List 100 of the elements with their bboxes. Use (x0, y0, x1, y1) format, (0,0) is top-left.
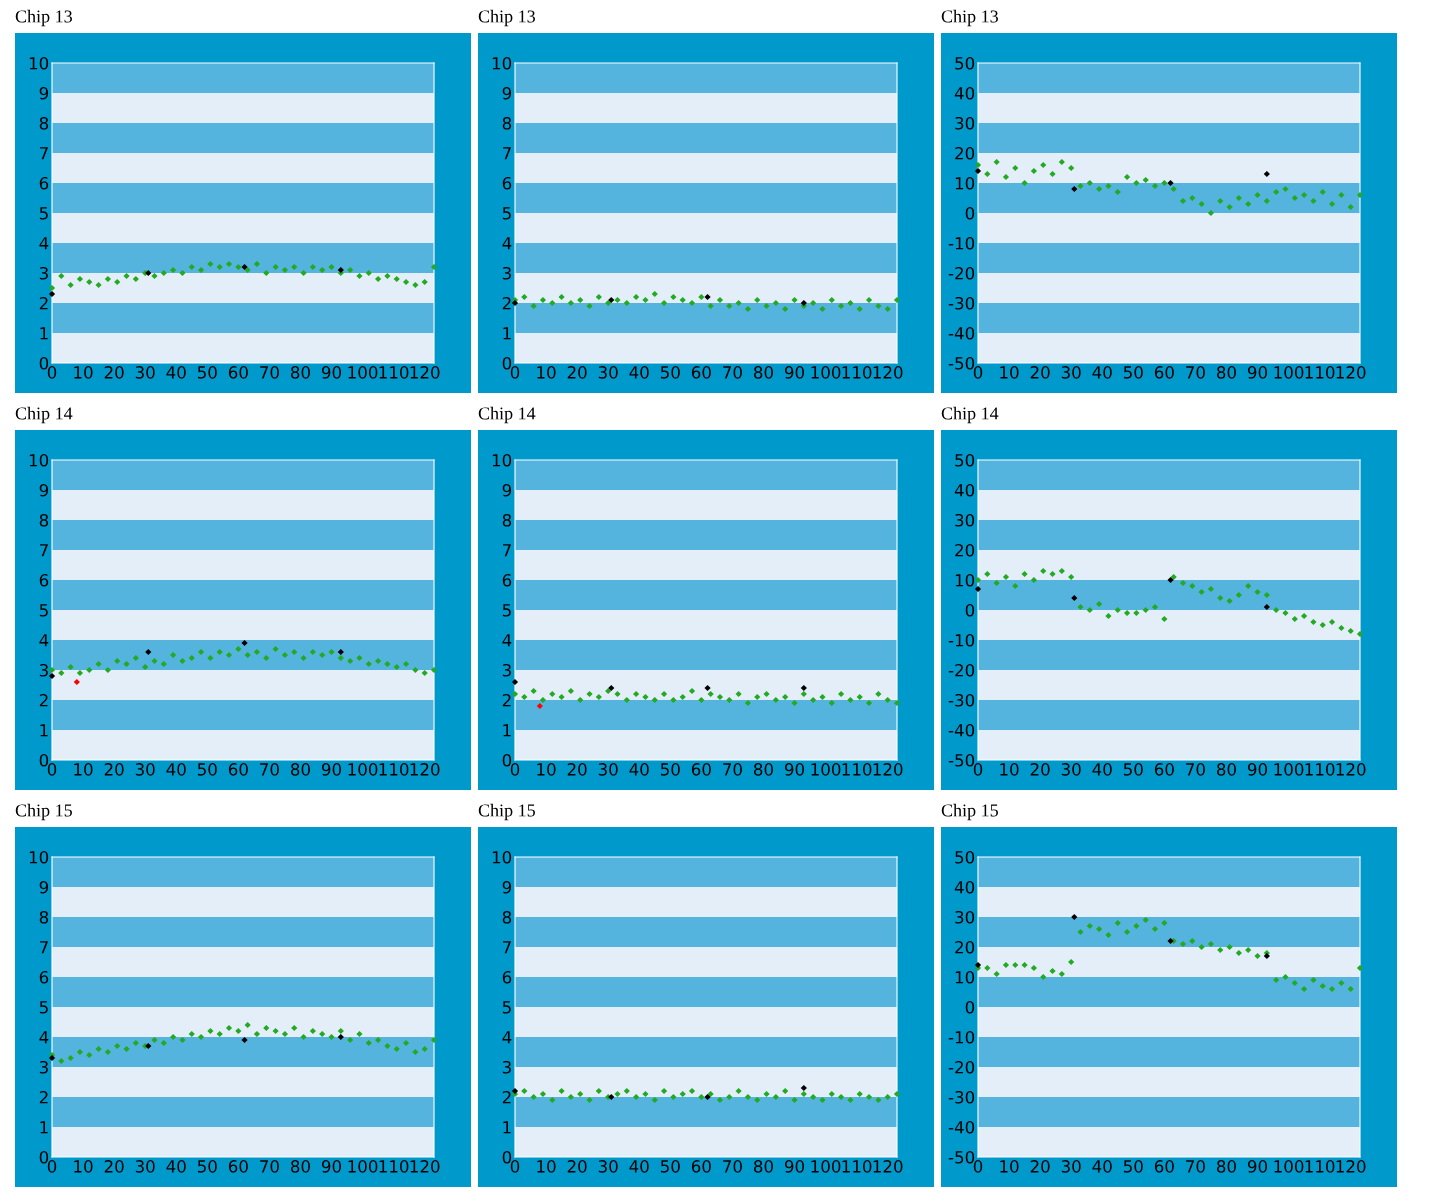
y-tick-label: 8 (502, 116, 512, 130)
y-tick-label: 3 (502, 663, 511, 677)
y-tick-label: 9 (502, 483, 512, 497)
x-tick-label: 120 (410, 366, 440, 379)
chart-title: Chip 13 (15, 9, 72, 27)
y-tick-label: 4 (502, 634, 512, 647)
y-tick-label: 4 (502, 237, 512, 250)
y-tick-label: -20 (948, 663, 975, 677)
chart-title: Chip 15 (478, 803, 535, 821)
x-tick-label: 70 (1186, 763, 1205, 776)
x-tick-label: 110 (842, 366, 872, 379)
x-tick-label: 80 (753, 1160, 773, 1173)
y-tick-label: 1 (40, 1121, 48, 1134)
y-tick-label: -30 (948, 1090, 975, 1104)
chart-title: Chip 15 (941, 803, 998, 821)
x-tick-label: 70 (260, 763, 279, 776)
x-tick-label: 20 (1030, 763, 1050, 776)
x-tick-label: 60 (1154, 1160, 1174, 1173)
x-tick-label: 110 (842, 763, 872, 776)
chart-title: Chip 14 (15, 406, 73, 424)
x-tick-label: 80 (290, 366, 310, 379)
y-tick-label: 0 (965, 603, 975, 617)
x-tick-label: 50 (1123, 763, 1143, 776)
y-tick-label: -20 (948, 266, 975, 280)
x-tick-label: 20 (1030, 366, 1050, 379)
x-tick-label: 100 (811, 366, 841, 379)
y-tick-label: 10 (955, 176, 975, 190)
y-tick-label: 10 (29, 453, 49, 467)
x-tick-label: 30 (598, 763, 618, 776)
y-tick-label: 8 (39, 116, 49, 130)
x-tick-label: 30 (1061, 763, 1081, 776)
x-tick-label: 50 (197, 1160, 217, 1173)
y-tick-label: 40 (954, 483, 975, 497)
x-tick-label: 40 (629, 1160, 649, 1173)
y-tick-label: 30 (955, 513, 975, 527)
chart-title: Chip 13 (478, 9, 535, 27)
x-tick-label: 50 (1123, 366, 1143, 379)
x-tick-label: 120 (1336, 763, 1366, 776)
y-tick-label: 1 (503, 724, 511, 737)
x-tick-label: 120 (410, 1160, 440, 1173)
x-tick-label: 30 (1061, 366, 1081, 379)
x-tick-label: 90 (784, 366, 805, 379)
x-tick-label: 80 (1216, 366, 1236, 379)
y-tick-label: 5 (502, 604, 511, 617)
x-tick-label: 30 (135, 1160, 155, 1173)
x-tick-label: 30 (598, 366, 618, 379)
x-tick-label: 10 (537, 366, 556, 379)
x-tick-label: 110 (379, 366, 409, 379)
x-tick-label: 30 (1061, 1160, 1081, 1173)
x-tick-label: 70 (260, 366, 279, 379)
y-tick-label: 4 (502, 1031, 512, 1044)
y-tick-label: 0 (39, 1150, 49, 1164)
x-tick-label: 110 (1305, 366, 1335, 379)
y-tick-label: 5 (39, 207, 48, 220)
x-tick-label: 50 (660, 1160, 680, 1173)
x-tick-label: 120 (873, 1160, 903, 1173)
y-tick-label: 7 (502, 147, 511, 160)
x-tick-label: 10 (74, 1160, 93, 1173)
y-tick-label: 10 (29, 56, 49, 70)
x-tick-label: 90 (784, 1160, 805, 1173)
y-tick-label: -30 (948, 296, 975, 310)
y-tick-label: 1 (503, 327, 511, 340)
x-tick-label: 60 (1154, 366, 1174, 379)
x-tick-label: 100 (348, 1160, 378, 1173)
x-tick-label: 10 (1000, 366, 1019, 379)
y-tick-label: 7 (502, 544, 511, 557)
x-tick-label: 110 (1305, 763, 1335, 776)
y-tick-label: 20 (955, 543, 975, 557)
y-tick-label: 0 (965, 206, 975, 220)
x-tick-label: 90 (784, 763, 805, 776)
y-tick-label: 4 (39, 634, 49, 647)
x-tick-label: 50 (197, 763, 217, 776)
y-tick-label: -10 (948, 236, 975, 250)
x-tick-label: 60 (691, 1160, 711, 1173)
x-tick-label: 80 (753, 366, 773, 379)
x-tick-label: 100 (811, 763, 841, 776)
y-tick-label: 7 (39, 544, 48, 557)
x-tick-label: 70 (723, 366, 742, 379)
y-tick-label: 50 (955, 453, 975, 467)
y-tick-label: 5 (39, 1001, 48, 1014)
x-tick-label: 110 (842, 1160, 872, 1173)
x-tick-label: 100 (811, 1160, 841, 1173)
x-tick-label: 80 (1216, 763, 1236, 776)
x-tick-label: 50 (1123, 1160, 1143, 1173)
y-tick-label: 8 (39, 910, 49, 924)
y-tick-label: -40 (948, 326, 975, 340)
y-tick-label: 8 (502, 910, 512, 924)
y-tick-label: 20 (955, 146, 975, 160)
y-tick-label: 7 (39, 941, 48, 954)
x-tick-label: 90 (321, 1160, 342, 1173)
x-tick-label: 30 (135, 763, 155, 776)
x-tick-label: 60 (1154, 763, 1174, 776)
x-tick-label: 70 (723, 1160, 742, 1173)
x-tick-label: 60 (691, 366, 711, 379)
x-tick-label: 90 (321, 763, 342, 776)
y-tick-label: 0 (39, 356, 49, 370)
x-tick-label: 10 (537, 763, 556, 776)
y-tick-label: -20 (948, 1060, 975, 1074)
x-tick-label: 60 (691, 763, 711, 776)
x-tick-label: 10 (74, 366, 93, 379)
